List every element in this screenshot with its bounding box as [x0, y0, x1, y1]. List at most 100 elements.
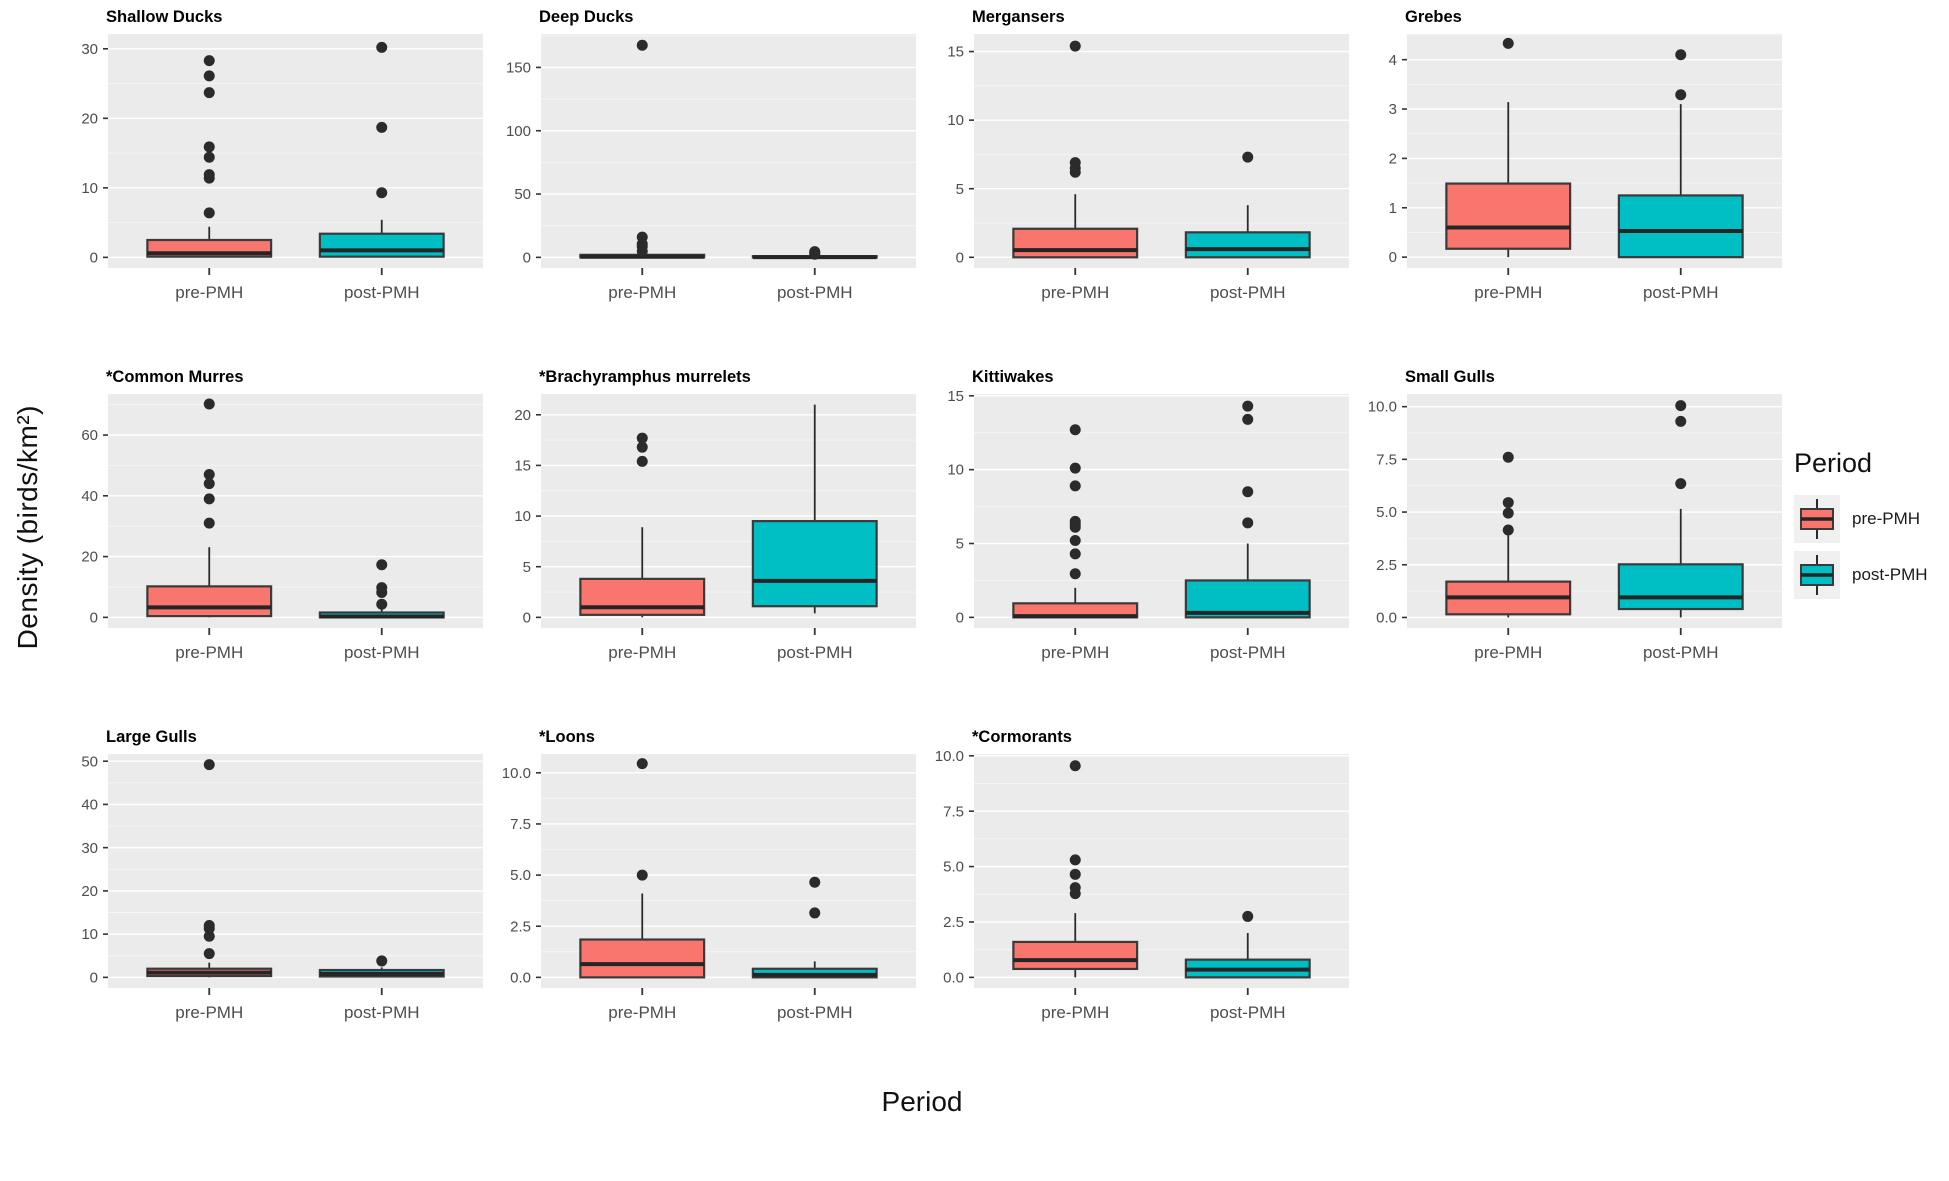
x-tick-label: post-PMH: [344, 283, 420, 302]
panel-background: [108, 754, 483, 988]
x-axis-title-text: Period: [881, 1086, 963, 1117]
outlier-point: [1502, 451, 1514, 463]
boxplot-svg: 0 10 20 30 40 50 pre-PMH post-PMH: [81, 753, 483, 1022]
panel-title: Small Gulls: [1405, 368, 1495, 386]
y-tick-label: 20: [81, 549, 98, 566]
legend: Period pre-PMH post-P: [1788, 6, 1949, 1048]
x-tick-label: pre-PMH: [1041, 1003, 1109, 1022]
y-tick-label: 10.0: [1368, 399, 1397, 416]
box-post-pmh: [1184, 151, 1311, 259]
x-tick-label: post-PMH: [777, 1003, 853, 1022]
box-post-pmh: [1617, 400, 1744, 618]
outlier-point: [1675, 49, 1687, 61]
outlier-point: [1069, 548, 1081, 560]
outlier-point: [1069, 424, 1081, 436]
x-tick-label: pre-PMH: [175, 1003, 243, 1022]
y-tick-label: 10: [81, 926, 98, 943]
box-post-pmh: [751, 404, 878, 614]
outlier-point: [809, 876, 821, 888]
box-pre-pmh: [579, 432, 706, 618]
panel-loons: *Loons 0.0 2.5 5.0 7.5 10.0 pre-PMH post-PMH: [489, 726, 922, 1048]
y-tick-label: 0: [1389, 249, 1397, 266]
outlier-point: [636, 432, 648, 444]
y-tick-label: 0: [523, 609, 531, 626]
x-tick-label: post-PMH: [1643, 643, 1719, 662]
y-tick-label: 10.0: [502, 765, 531, 782]
outlier-point: [1242, 517, 1254, 529]
outlier-point: [1502, 507, 1514, 519]
panel-title: Kittiwakes: [972, 368, 1054, 386]
outlier-point: [1675, 89, 1687, 101]
outlier-point: [1675, 415, 1687, 427]
iqr-box: [579, 938, 706, 979]
outlier-point: [376, 187, 388, 199]
y-tick-label: 20: [81, 110, 98, 127]
panel-title: Grebes: [1405, 8, 1462, 26]
boxplot-svg: 0.0 2.5 5.0 7.5 10.0 pre-PMH post-PMH: [935, 748, 1349, 1022]
x-tick-label: pre-PMH: [608, 643, 676, 662]
y-tick-label: 0: [90, 249, 98, 266]
outlier-point: [1242, 486, 1254, 498]
x-tick-label: post-PMH: [1643, 283, 1719, 302]
outlier-point: [203, 948, 215, 960]
panel-background: [108, 34, 483, 268]
outlier-point: [203, 469, 215, 481]
outlier-point: [1069, 568, 1081, 580]
outlier-point: [1069, 40, 1081, 52]
outlier-point: [203, 207, 215, 219]
outlier-point: [1675, 400, 1687, 412]
outlier-point: [376, 41, 388, 53]
outlier-point: [203, 930, 215, 942]
outlier-point: [1069, 480, 1081, 492]
y-tick-label: 50: [514, 186, 531, 203]
y-tick-label: 10: [81, 180, 98, 197]
y-tick-label: 0.0: [943, 969, 964, 986]
x-tick-label: pre-PMH: [608, 1003, 676, 1022]
panel-title: *Common Murres: [106, 368, 244, 386]
x-tick-label: post-PMH: [777, 283, 853, 302]
panel-kittiwakes: Kittiwakes 0 5 10 15 pre-PMH post-PMH: [922, 366, 1355, 688]
outlier-point: [203, 55, 215, 67]
y-tick-label: 4: [1389, 52, 1397, 69]
x-axis-title: Period: [56, 1086, 1788, 1144]
outlier-point: [376, 121, 388, 133]
outlier-point: [1069, 760, 1081, 772]
boxplot-svg: 0 50 100 150 pre-PMH post-PMH: [506, 34, 916, 302]
outlier-point: [1069, 157, 1081, 169]
x-tick-label: post-PMH: [344, 1003, 420, 1022]
y-tick-label: 10.0: [935, 748, 964, 765]
boxplot-svg: 0 5 10 15 20 pre-PMH post-PMH: [514, 394, 916, 662]
outlier-point: [1502, 497, 1514, 509]
y-tick-label: 100: [506, 123, 531, 140]
y-tick-label: 15: [514, 458, 531, 475]
legend-key-post-pmh: [1794, 550, 1840, 599]
box-pre-pmh: [1012, 40, 1139, 259]
iqr-box: [751, 520, 878, 608]
legend-key-pre-pmh: [1794, 494, 1840, 543]
y-tick-label: 15: [947, 44, 964, 61]
outlier-point: [636, 231, 648, 243]
y-tick-label: 60: [81, 427, 98, 444]
box-pre-pmh: [1445, 451, 1572, 618]
outlier-point: [376, 582, 388, 594]
x-tick-label: pre-PMH: [1474, 643, 1542, 662]
outlier-point: [1069, 535, 1081, 547]
y-tick-label: 7.5: [510, 816, 531, 833]
outlier-point: [1242, 400, 1254, 412]
panel-large-gulls: Large Gulls 0 10 20 30 40 50 pre-PMH post-PMH: [56, 726, 489, 1048]
panel-title: *Loons: [539, 728, 595, 746]
outlier-point: [376, 559, 388, 571]
y-tick-label: 0: [523, 249, 531, 266]
x-tick-label: pre-PMH: [175, 283, 243, 302]
iqr-box: [1184, 231, 1311, 259]
x-tick-label: pre-PMH: [175, 643, 243, 662]
x-tick-label: pre-PMH: [1041, 283, 1109, 302]
y-tick-label: 0: [90, 969, 98, 986]
outlier-point: [203, 398, 215, 410]
box-pre-pmh: [146, 398, 273, 618]
outlier-point: [203, 151, 215, 163]
panel-grebes: Grebes 0 1 2 3 4 pre-PMH post-PMH: [1355, 6, 1788, 328]
box-post-pmh: [751, 246, 878, 260]
outlier-point: [203, 87, 215, 99]
box-pre-pmh: [579, 758, 706, 979]
